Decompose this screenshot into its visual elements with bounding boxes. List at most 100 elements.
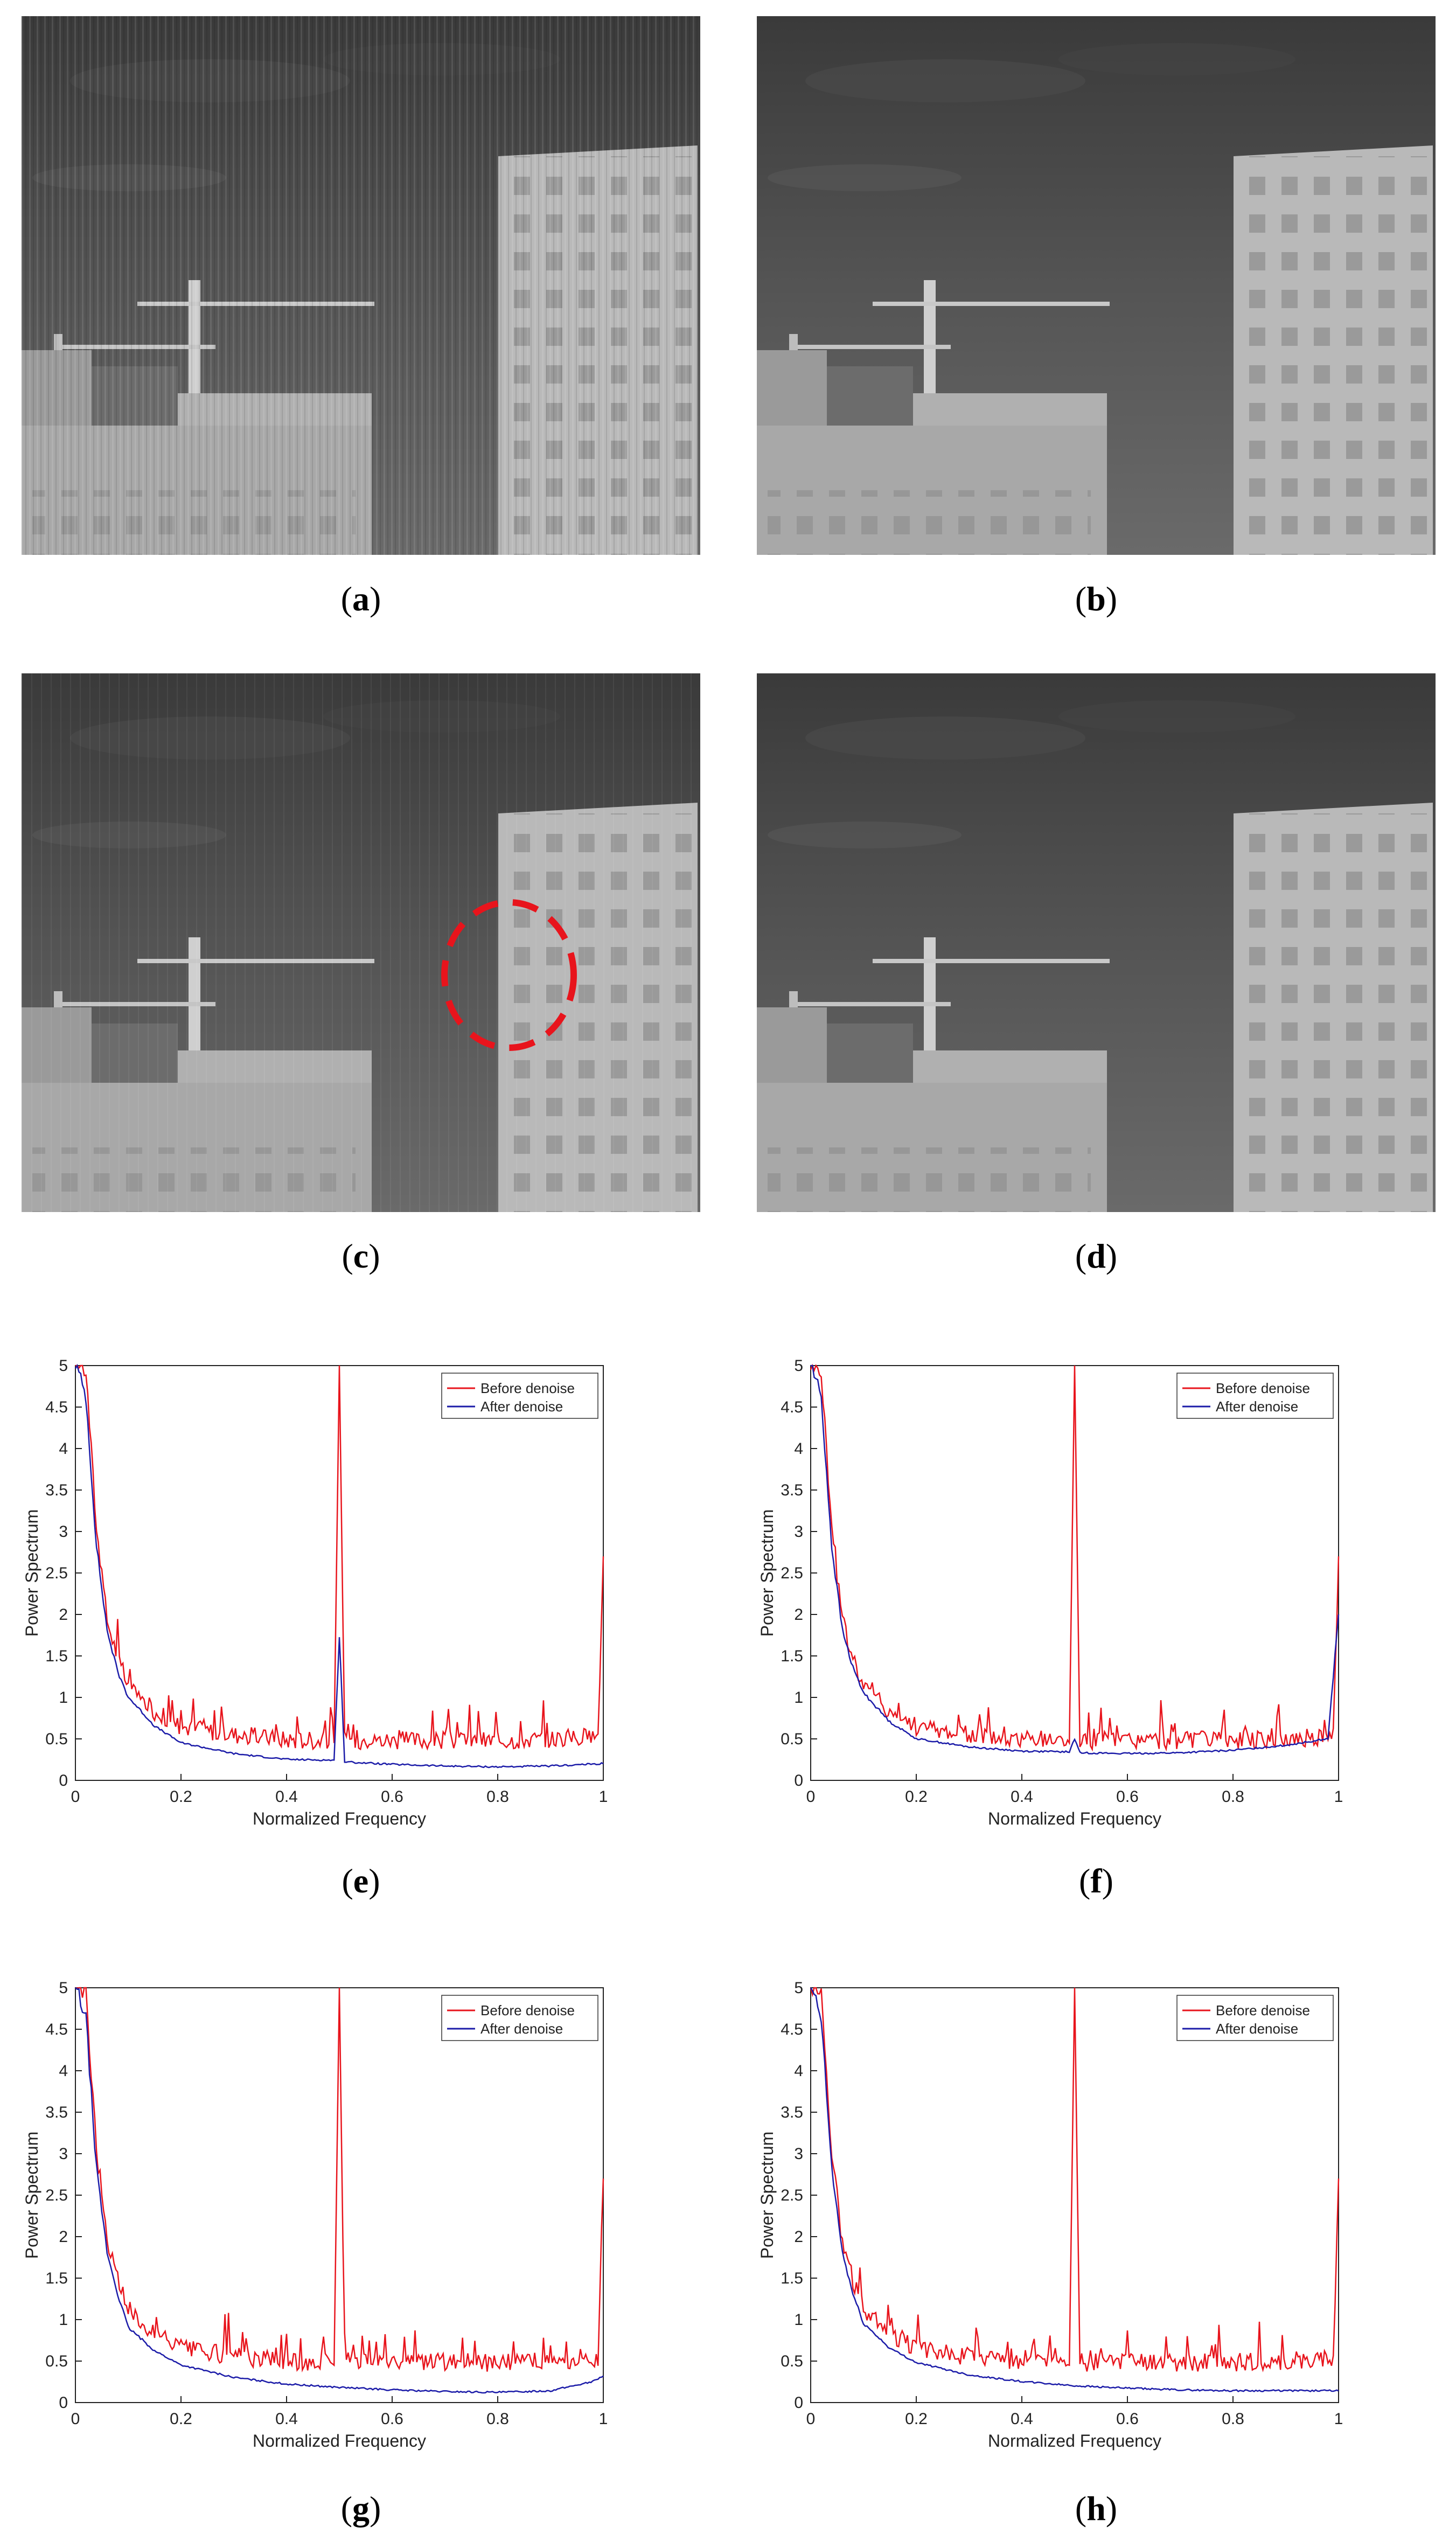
legend-entry: Before denoise [1216, 2002, 1310, 2018]
legend-entry: Before denoise [480, 2002, 575, 2018]
y-tick-label: 4.5 [45, 1398, 68, 1416]
x-tick-label: 0.6 [1116, 1788, 1139, 1806]
y-tick-label: 0 [59, 1772, 68, 1790]
chart-g: 0 0.5 1 1.5 2 2.5 3 3.5 4 4.5 5 0 0.2 0.4 0.6 0.8 1 Norma… [22, 1979, 608, 2451]
caption-h: (h) [1075, 2489, 1118, 2528]
series-before-line [810, 1987, 1340, 2372]
infrared-image-c [22, 673, 700, 1212]
plot-area [810, 1987, 1339, 2403]
y-tick-label: 4 [59, 2062, 68, 2080]
y-tick-label: 0.5 [45, 2352, 68, 2370]
y-tick-label: 5 [59, 1357, 68, 1375]
y-tick-label: 1.5 [781, 2270, 803, 2287]
y-tick-label: 1.5 [45, 2270, 68, 2287]
x-tick-label: 0.6 [381, 1788, 403, 1806]
x-tick-label: 0 [806, 2410, 816, 2428]
caption-a: (a) [340, 580, 381, 618]
chart-e: 0 0.5 1 1.5 2 2.5 3 3.5 4 4.5 5 0 0.2 0.4 0.6 0.8 1 Norma… [22, 1357, 608, 1828]
y-tick-label: 4.5 [781, 1398, 803, 1416]
y-tick-label: 2.5 [781, 2187, 803, 2204]
x-tick-label: 0 [806, 1788, 816, 1806]
x-tick-label: 0.2 [905, 2410, 928, 2428]
x-tick-label: 0.2 [170, 1788, 192, 1806]
infrared-image-a [22, 16, 700, 555]
x-tick-label: 0.4 [1011, 2410, 1033, 2428]
y-axis-label: Power Spectrum [757, 1509, 777, 1637]
x-tick-label: 0 [71, 2410, 80, 2428]
y-tick-label: 3 [794, 1523, 803, 1541]
y-tick-label: 4.5 [781, 2021, 803, 2038]
y-tick-label: 2 [794, 1606, 803, 1624]
legend-box [441, 1373, 598, 1419]
highlight-circle [441, 899, 577, 1051]
legend-entry: After denoise [480, 1398, 563, 1415]
y-tick-label: 3.5 [781, 2104, 803, 2121]
y-tick-label: 2 [59, 1606, 68, 1624]
y-tick-label: 3.5 [45, 2104, 68, 2121]
y-tick-label: 5 [59, 1979, 68, 1997]
y-tick-label: 0 [59, 2394, 68, 2412]
y-tick-label: 2.5 [45, 2187, 68, 2204]
caption-e: (e) [342, 1862, 380, 1900]
x-tick-label: 1 [599, 2410, 608, 2428]
caption-d: (d) [1075, 1237, 1118, 1275]
infrared-image-d [757, 673, 1436, 1212]
y-tick-label: 2.5 [781, 1564, 803, 1582]
x-axis-label: Normalized Frequency [988, 2431, 1161, 2451]
legend-entry: After denoise [1216, 1398, 1298, 1415]
y-tick-label: 1 [794, 2311, 803, 2329]
legend-entry: Before denoise [480, 1380, 575, 1396]
x-tick-label: 0.6 [1116, 2410, 1139, 2428]
chart-f: 0 0.5 1 1.5 2 2.5 3 3.5 4 4.5 5 0 0.2 0.4 0.6 0.8 1 Norma… [757, 1357, 1343, 1828]
series-before-line [810, 1363, 1340, 1752]
plot-area [810, 1365, 1339, 1781]
y-tick-label: 0 [794, 2394, 803, 2412]
y-tick-label: 1.5 [781, 1647, 803, 1665]
x-tick-label: 0.8 [1222, 2410, 1244, 2428]
y-axis-label: Power Spectrum [22, 1509, 41, 1637]
caption-c: (c) [342, 1237, 380, 1275]
x-tick-label: 0.6 [381, 2410, 403, 2428]
series-before-line [75, 1987, 604, 2373]
legend-box [1176, 1373, 1334, 1419]
y-tick-label: 1.5 [45, 1647, 68, 1665]
x-axis-label: Normalized Frequency [253, 2431, 426, 2451]
y-tick-label: 3 [59, 1523, 68, 1541]
legend-box [1176, 1995, 1334, 2041]
series-after-line [810, 1987, 1339, 2392]
y-axis-label: Power Spectrum [757, 2132, 777, 2259]
legend-entry: After denoise [480, 2021, 563, 2037]
y-tick-label: 4 [59, 1440, 68, 1458]
y-tick-label: 0 [794, 1772, 803, 1790]
y-tick-label: 2.5 [45, 1564, 68, 1582]
legend-entry: After denoise [1216, 2021, 1298, 2037]
x-tick-label: 0.4 [1011, 1788, 1033, 1806]
series-after-line [75, 1987, 604, 2394]
x-tick-label: 1 [599, 1788, 608, 1806]
y-tick-label: 2 [794, 2228, 803, 2246]
y-tick-label: 5 [794, 1357, 803, 1375]
x-tick-label: 0.8 [486, 2410, 509, 2428]
x-tick-label: 0.8 [1222, 1788, 1244, 1806]
y-tick-label: 3.5 [781, 1481, 803, 1499]
y-tick-label: 4.5 [45, 2021, 68, 2038]
y-tick-label: 3 [794, 2145, 803, 2163]
series-after-line [810, 1365, 1340, 1755]
y-tick-label: 2 [59, 2228, 68, 2246]
y-tick-label: 0.5 [45, 1730, 68, 1748]
caption-b: (b) [1075, 580, 1118, 618]
legend-entry: Before denoise [1216, 1380, 1310, 1396]
x-tick-label: 0.2 [170, 2410, 192, 2428]
legend-box [441, 1995, 598, 2041]
y-tick-label: 4 [794, 2062, 803, 2080]
infrared-image-b [757, 16, 1436, 555]
y-tick-label: 3 [59, 2145, 68, 2163]
x-axis-label: Normalized Frequency [253, 1809, 426, 1828]
plot-area [75, 1987, 604, 2403]
x-tick-label: 1 [1334, 1788, 1343, 1806]
x-tick-label: 0.2 [905, 1788, 928, 1806]
x-tick-label: 0 [71, 1788, 80, 1806]
x-tick-label: 0.4 [275, 1788, 298, 1806]
caption-g: (g) [340, 2489, 381, 2528]
x-axis-label: Normalized Frequency [988, 1809, 1161, 1828]
